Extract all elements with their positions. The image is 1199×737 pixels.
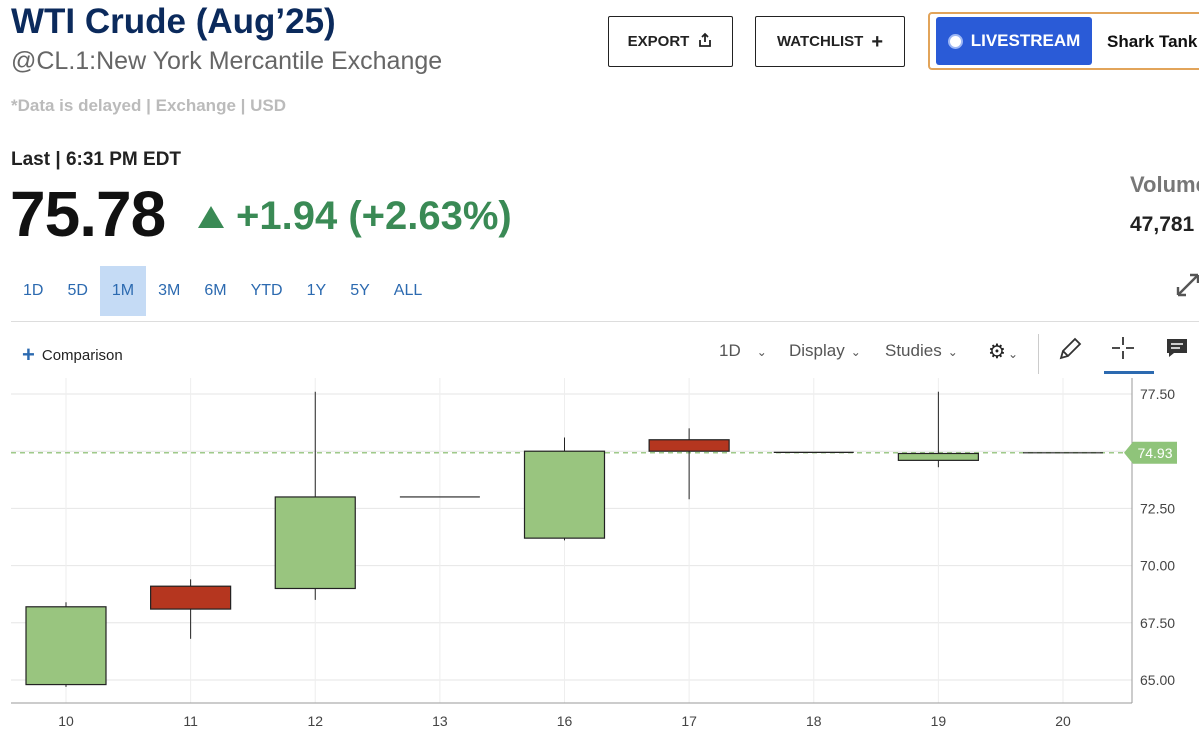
export-button-label: EXPORT [627,33,690,50]
x-tick-label: 19 [931,713,947,729]
instrument-subtitle: @CL.1:New York Mercantile Exchange [11,47,443,75]
livestream-label: LIVESTREAM [970,31,1081,50]
instrument-title: WTI Crude (Aug’25) [11,2,336,41]
expand-icon[interactable] [1175,268,1199,305]
x-tick-label: 18 [806,713,822,729]
candlestick-chart[interactable]: 77.5075.0072.5070.0067.5065.001011121316… [0,378,1199,737]
y-tick-label: 65.00 [1140,672,1175,688]
y-tick-label: 72.50 [1140,500,1175,516]
watchlist-button[interactable]: WATCHLIST + [755,16,905,67]
candle-body [25,606,107,686]
candle-16[interactable] [523,437,606,541]
y-tick-label: 67.50 [1140,615,1175,631]
watchlist-button-label: WATCHLIST [776,33,864,50]
livestream-banner: LIVESTREAM Shark Tank [928,12,1199,70]
studies-dropdown[interactable]: Studies ⌄ [885,341,958,361]
display-label: Display [789,341,845,360]
plus-icon: + [22,342,35,367]
range-divider [11,321,1199,322]
chevron-down-icon: ⌄ [947,345,958,359]
last-price: 75.78 [10,178,166,250]
x-tick-label: 11 [183,713,198,729]
candle-body [523,450,606,539]
chevron-down-icon: ⌄ [1007,347,1018,361]
range-3m[interactable]: 3M [158,282,181,299]
candle-17[interactable] [648,428,730,500]
price-change: +1.94 (+2.63%) [198,194,512,239]
last-update-label: Last | 6:31 PM EDT [11,149,182,170]
comparison-label: Comparison [41,346,123,364]
toolbar-separator [1038,334,1039,374]
range-5y[interactable]: 5Y [350,282,370,299]
x-tick-label: 13 [432,713,448,729]
share-icon [697,32,713,52]
candle-body [274,496,356,590]
gear-icon: ⚙ [988,341,1006,363]
live-dot-icon [947,33,963,49]
candle-body [648,439,730,452]
chevron-down-icon: ⌄ [850,345,861,359]
comparison-button[interactable]: + Comparison [22,344,123,366]
current-price-tag-label: 74.93 [1137,445,1172,461]
settings-dropdown[interactable]: ⚙ ⌄ [988,339,1018,364]
candle-11[interactable] [150,579,232,639]
export-button[interactable]: EXPORT [608,16,733,67]
price-change-value: +1.94 (+2.63%) [236,194,512,238]
crosshair-active-underline [1104,371,1154,374]
comment-icon[interactable] [1165,336,1189,366]
y-tick-label: 77.50 [1140,386,1175,402]
candle-body [150,585,232,610]
interval-dropdown[interactable]: 1D ⌄ [719,341,767,361]
livestream-button[interactable]: LIVESTREAM [936,17,1092,65]
volume-label: Volume [1130,172,1199,197]
range-ytd[interactable]: YTD [250,282,283,299]
candle-10[interactable] [25,602,107,687]
range-1y[interactable]: 1Y [306,282,327,299]
volume-value: 47,781 [1130,213,1195,236]
x-tick-label: 16 [557,713,573,729]
plus-icon: + [871,30,884,53]
x-tick-label: 10 [58,713,74,729]
time-range-selector: 1D 5D 1M 3M 6M YTD 1Y 5Y ALL [11,266,434,316]
x-tick-label: 17 [681,713,697,729]
candle-body [897,452,979,461]
range-all[interactable]: ALL [393,282,423,299]
candle-12[interactable] [274,391,356,600]
y-tick-label: 70.00 [1140,558,1175,574]
range-1m[interactable]: 1M [99,266,147,316]
range-1d[interactable]: 1D [23,282,44,299]
range-6m[interactable]: 6M [204,282,227,299]
candle-19[interactable] [897,391,979,468]
x-tick-label: 20 [1055,713,1071,729]
shark-tank-link[interactable]: Shark Tank [1107,32,1198,51]
data-delayed-note: *Data is delayed | Exchange | USD [11,96,287,115]
up-arrow-icon [198,205,224,228]
current-price-tag: 74.93 [1124,441,1177,464]
pencil-icon[interactable] [1057,336,1083,368]
range-5d[interactable]: 5D [67,282,88,299]
crosshair-icon[interactable] [1111,336,1135,366]
chevron-down-icon: ⌄ [756,345,767,359]
x-tick-label: 12 [307,713,323,729]
interval-label: 1D [719,341,741,360]
display-dropdown[interactable]: Display ⌄ [789,341,861,361]
studies-label: Studies [885,341,942,360]
